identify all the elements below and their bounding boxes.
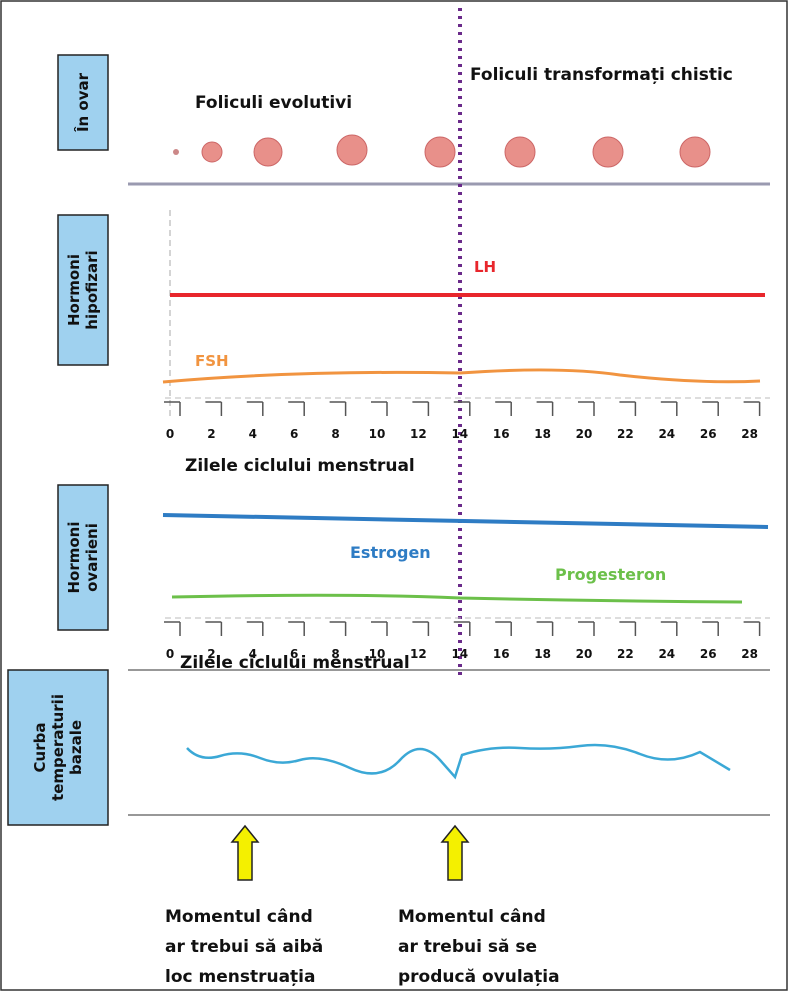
- axis-tick-label: 26: [700, 647, 717, 661]
- section-label: temperaturii: [49, 694, 67, 801]
- axis-tick-label: 4: [249, 647, 257, 661]
- progesteron-curve: [172, 595, 742, 602]
- axis-tick-label: 2: [207, 427, 215, 441]
- note-line: producă ovulația: [398, 967, 560, 987]
- axis-tick-label: 28: [741, 647, 758, 661]
- axis-tick-label: 10: [369, 427, 386, 441]
- axis-tick-label: 24: [658, 427, 675, 441]
- arrows: [232, 826, 468, 880]
- axis-tick-label: 26: [700, 427, 717, 441]
- frame: [1, 1, 787, 990]
- note-line: loc menstruația: [165, 967, 315, 987]
- section-label: În ovar: [73, 72, 92, 132]
- estrogen-label: Estrogen: [350, 543, 431, 562]
- axis-tick-label: 14: [451, 647, 468, 661]
- axis-tick-label: 28: [741, 427, 758, 441]
- axis-tick-label: 18: [534, 647, 551, 661]
- section-label: Hormoni: [65, 254, 83, 326]
- note-line: ar trebui să aibă: [165, 937, 323, 957]
- estrogen-curve: [163, 515, 768, 527]
- progesteron-label: Progesteron: [555, 565, 666, 584]
- follicles: [173, 135, 710, 167]
- axis-tick-label: 22: [617, 647, 634, 661]
- diagram: Foliculi evolutivi Foliculi transformați…: [0, 0, 789, 991]
- axis-tick-label: 4: [249, 427, 257, 441]
- ovary-right-label: Foliculi transformați chistic: [470, 65, 733, 85]
- axis-tick-label: 16: [493, 647, 510, 661]
- section-label: bazale: [67, 720, 85, 775]
- axis-tick-label: 12: [410, 647, 427, 661]
- section-label: Hormoni: [65, 521, 83, 593]
- separators: [128, 184, 770, 815]
- fsh-label: FSH: [195, 352, 229, 370]
- temperature-curve: [187, 745, 730, 777]
- axis-tick-label: 0: [166, 427, 174, 441]
- axis-title: Zilele ciclului menstrual: [185, 456, 415, 476]
- axis-tick-label: 12: [410, 427, 427, 441]
- axis-tick-label: 6: [290, 427, 298, 441]
- fsh-curve: [163, 370, 760, 382]
- axis-tick-label: 2: [207, 647, 215, 661]
- axis-tick-label: 20: [576, 647, 593, 661]
- section-label: hipofizari: [83, 250, 101, 329]
- section-label: ovarieni: [83, 523, 101, 592]
- note-line: Momentul când: [165, 907, 313, 927]
- note-line: ar trebui să se: [398, 937, 537, 957]
- axis-tick-label: 18: [534, 427, 551, 441]
- axis-tick-label: 0: [166, 647, 174, 661]
- axis-tick-label: 8: [331, 427, 339, 441]
- axis-tick-label: 20: [576, 427, 593, 441]
- axis-tick-label: 14: [451, 427, 468, 441]
- axis-tick-label: 10: [369, 647, 386, 661]
- ovary-left-label: Foliculi evolutivi: [195, 93, 352, 113]
- axis-tick-label: 6: [290, 647, 298, 661]
- axis-tick-label: 16: [493, 427, 510, 441]
- section-label: Curba: [31, 723, 49, 773]
- axis-tick-label: 22: [617, 427, 634, 441]
- lh-label: LH: [474, 258, 496, 276]
- axis-tick-label: 24: [658, 647, 675, 661]
- note-line: Momentul când: [398, 907, 546, 927]
- axis-tick-label: 8: [331, 647, 339, 661]
